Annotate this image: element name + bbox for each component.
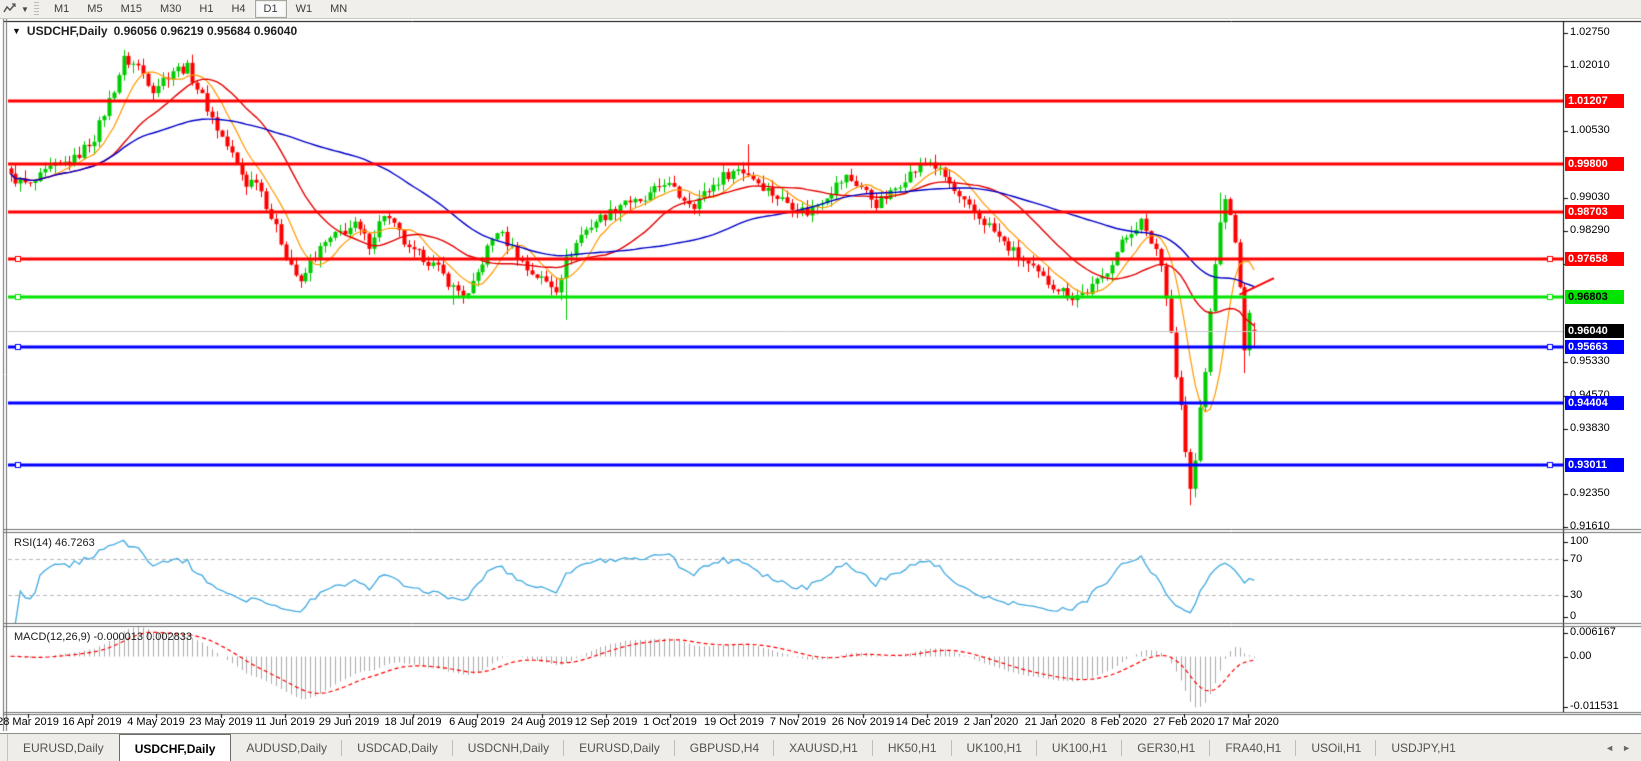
tab-uk100-h1[interactable]: UK100,H1	[1037, 734, 1123, 761]
chart-title: USDCHF,Daily	[26, 24, 108, 38]
date-axis-tick: 24 Aug 2019	[511, 716, 573, 728]
tab-xauusd-h1[interactable]: XAUUSD,H1	[774, 734, 873, 761]
date-axis-tick: 7 Nov 2019	[769, 716, 827, 728]
price-axis-tick: 0.99030	[1570, 191, 1610, 203]
date-axis-tick: 18 Jul 2019	[384, 716, 442, 728]
tab-scroll-arrows: ◄ ►	[1595, 734, 1641, 761]
timeframe-button-m5[interactable]: M5	[87, 3, 103, 15]
chart-ohlc: 0.96056 0.96219 0.95684 0.96040	[113, 24, 298, 38]
tab-fra40-h1[interactable]: FRA40,H1	[1210, 734, 1297, 761]
date-axis-tick: 1 Oct 2019	[643, 716, 697, 728]
timeframe-button-d1[interactable]: D1	[254, 0, 287, 18]
macd-axis-tick: -0.011531	[1570, 700, 1619, 712]
price-axis-tick: 0.95330	[1570, 355, 1610, 367]
tab-gbpusd-h4[interactable]: GBPUSD,H4	[675, 734, 775, 761]
macd-axis-tick: 0.006167	[1570, 626, 1616, 638]
date-axis-tick: 23 May 2019	[189, 716, 253, 728]
tab-uk100-h1[interactable]: UK100,H1	[952, 734, 1037, 761]
date-axis-tick: 26 Nov 2019	[831, 716, 895, 728]
date-axis-tick: 21 Jan 2020	[1024, 716, 1086, 728]
price-axis-tick: 1.02010	[1570, 59, 1610, 71]
tab-ger30-h1[interactable]: GER30,H1	[1122, 734, 1211, 761]
chart-tab-bar: EURUSD,Daily USDCHF,Daily AUDUSD,Daily USDC…	[0, 733, 1641, 761]
level-price-label: 0.96803	[1565, 290, 1624, 304]
tab-usdcnh-daily[interactable]: USDCNH,Daily	[453, 734, 565, 761]
tabbar-grip[interactable]	[0, 734, 8, 761]
date-axis-tick: 29 Jun 2019	[318, 716, 380, 728]
tab-hk50-h1[interactable]: HK50,H1	[873, 734, 952, 761]
level-price-label: 0.93011	[1565, 458, 1624, 472]
chevron-down-icon[interactable]: ▼	[21, 4, 29, 14]
price-axis-tick: 0.92350	[1570, 487, 1610, 499]
tab-scroll-left-icon[interactable]: ◄	[1605, 743, 1615, 753]
tab-eurusd-daily[interactable]: EURUSD,Daily	[23, 741, 104, 755]
date-axis-tick: 28 Mar 2019	[0, 716, 59, 728]
price-axis-tick: 0.91610	[1570, 520, 1610, 532]
tab-scroll-right-icon[interactable]: ►	[1622, 743, 1631, 753]
timeframe-button-mn[interactable]: MN	[330, 3, 348, 15]
tabs: EURUSD,Daily USDCHF,Daily AUDUSD,Daily USDC…	[8, 734, 1471, 761]
rsi-label: RSI(14) 46.7263	[14, 537, 95, 549]
level-price-label: 1.01207	[1565, 94, 1624, 108]
tab-audusd-daily[interactable]: AUDUSD,Daily	[231, 734, 343, 761]
rsi-axis-tick: 100	[1570, 535, 1589, 547]
date-axis-tick: 8 Feb 2020	[1091, 716, 1147, 728]
timeframe-button-w1[interactable]: W1	[295, 3, 313, 15]
date-axis-tick: 11 Jun 2019	[255, 716, 315, 728]
level-price-label: 0.97658	[1565, 252, 1624, 266]
price-axis-tick: 0.93830	[1570, 422, 1610, 434]
timeframe-buttons: M1 M5 M15 M30 H1 H4 D1 W1 MN	[45, 0, 356, 18]
timeframe-button-h4[interactable]: H4	[231, 3, 246, 15]
tab-usdjpy-h1[interactable]: USDJPY,H1	[1391, 741, 1456, 755]
current-price-label: 0.96040	[1565, 324, 1624, 338]
date-axis-tick: 6 Aug 2019	[449, 716, 505, 728]
level-price-label: 0.99800	[1565, 157, 1624, 171]
level-price-label: 0.94404	[1565, 396, 1624, 410]
macd-label: MACD(12,26,9) -0.000013 0.002833	[14, 631, 192, 643]
tab-eurusd-daily[interactable]: EURUSD,Daily	[564, 734, 675, 761]
macd-axis-tick: 0.00	[1570, 650, 1592, 662]
date-axis-tick: 27 Feb 2020	[1153, 716, 1215, 728]
rsi-axis-tick: 30	[1570, 589, 1583, 601]
date-axis-tick: 2 Jan 2020	[963, 716, 1019, 728]
toolbar-grip[interactable]	[34, 2, 39, 16]
date-axis-tick: 16 Apr 2019	[62, 716, 122, 728]
timeframe-button-m1[interactable]: M1	[54, 3, 70, 15]
timeframe-button-h1[interactable]: H1	[199, 3, 214, 15]
level-price-label: 0.95663	[1565, 340, 1624, 354]
level-price-label: 0.98703	[1565, 205, 1624, 219]
date-axis-tick: 12 Sep 2019	[574, 716, 638, 728]
price-axis-tick: 1.00530	[1570, 124, 1610, 136]
timeframe-button-m30[interactable]: M30	[159, 3, 182, 15]
tab-usdchf-daily[interactable]: USDCHF,Daily	[118, 734, 232, 761]
toolbar: ▼ M1 M5 M15 M30 H1 H4 D1 W1 MN	[0, 0, 1641, 19]
chart-header: ▼ USDCHF,Daily 0.96056 0.96219 0.95684 0…	[12, 24, 297, 38]
tab-usdcad-daily[interactable]: USDCAD,Daily	[342, 734, 453, 761]
date-axis-tick: 19 Oct 2019	[704, 716, 764, 728]
rsi-axis-tick: 70	[1570, 553, 1583, 565]
price-axis-tick: 1.02750	[1570, 26, 1610, 38]
chart-line-icon[interactable]	[0, 1, 20, 17]
tab-usoil-h1[interactable]: USOil,H1	[1296, 734, 1377, 761]
timeframe-button-m15[interactable]: M15	[120, 3, 142, 15]
chart-title-dropdown-icon[interactable]: ▼	[12, 26, 21, 36]
date-axis-tick: 17 Mar 2020	[1217, 716, 1279, 728]
date-axis-tick: 14 Dec 2019	[895, 716, 959, 728]
rsi-axis-tick: 0	[1570, 610, 1577, 622]
date-axis-tick: 4 May 2019	[127, 716, 185, 728]
price-axis-tick: 0.98290	[1570, 224, 1610, 236]
